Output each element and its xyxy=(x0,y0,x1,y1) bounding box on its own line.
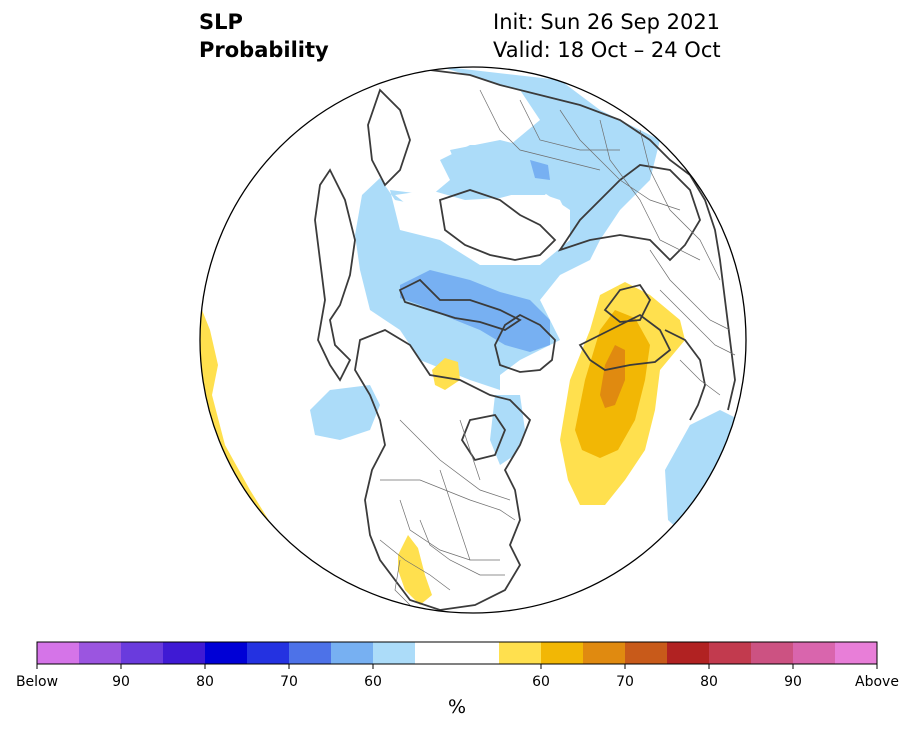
colorbar-cell xyxy=(583,642,626,664)
colorbar-cell xyxy=(499,642,542,664)
colorbar-tick-label: Above xyxy=(855,674,899,690)
colorbar-cell xyxy=(667,642,710,664)
colorbar-cells xyxy=(37,642,878,664)
northeast-pacific-below xyxy=(310,385,380,440)
upper-white-gap xyxy=(395,190,570,240)
coastlines xyxy=(314,69,736,611)
colorbar-cell xyxy=(163,642,206,664)
greenland-sea-below xyxy=(400,270,550,352)
colorbar-cell xyxy=(205,642,248,664)
siberia-coast xyxy=(438,189,557,261)
colorbar-tick-label: 90 xyxy=(112,674,130,690)
colorbar-cell xyxy=(247,642,290,664)
polar-map xyxy=(199,66,747,614)
colorbar-tick-label: 80 xyxy=(700,674,718,690)
colorbar-cell xyxy=(793,642,836,664)
colorbar-tick-label: 60 xyxy=(364,674,382,690)
colorbar-tick-label: 90 xyxy=(784,674,802,690)
colorbar-cell xyxy=(625,642,668,664)
colorbar-ticks xyxy=(36,664,878,669)
colorbar-cell xyxy=(835,642,878,664)
title-line-2: Probability xyxy=(199,38,329,62)
colorbar-cell xyxy=(331,642,374,664)
north-america-coast xyxy=(354,328,532,611)
colorbar-frame xyxy=(36,641,878,665)
europe-coast xyxy=(578,313,672,371)
northern-asia-below xyxy=(450,140,560,195)
alaska-coast xyxy=(314,168,356,382)
date-info: Init: Sun 26 Sep 2021 Valid: 18 Oct – 24… xyxy=(493,8,721,64)
map-title: SLP Probability xyxy=(199,8,329,64)
init-date: Init: Sun 26 Sep 2021 xyxy=(493,10,721,34)
globe-border xyxy=(199,66,747,614)
hudson-bay-coast xyxy=(460,413,507,462)
north-atlantic-peak-above xyxy=(600,345,625,408)
colorbar-cell xyxy=(751,642,794,664)
siberia-core-below xyxy=(530,160,550,180)
east-asia-coast xyxy=(429,69,736,411)
canada-arctic-coast xyxy=(398,278,522,331)
mediterranean-coast xyxy=(664,329,706,421)
baffin-above xyxy=(432,358,460,390)
colorbar-cell xyxy=(709,642,752,664)
colorbar-tick-label: 70 xyxy=(280,674,298,690)
greenland-coast xyxy=(494,313,556,373)
arctic-russia-coast xyxy=(557,164,701,262)
colorbar-cell xyxy=(121,642,164,664)
western-us-above xyxy=(398,535,432,605)
colorbar-units: % xyxy=(447,696,467,718)
scandinavia-coast xyxy=(603,283,652,323)
title-line-1: SLP xyxy=(199,10,243,34)
colorbar-cell xyxy=(289,642,332,664)
colorbar-tick-label: 80 xyxy=(196,674,214,690)
colorbar-tick-label: 60 xyxy=(532,674,550,690)
colorbar-cell xyxy=(457,642,500,664)
valid-range: Valid: 18 Oct – 24 Oct xyxy=(493,38,721,62)
colorbar-cell xyxy=(415,642,458,664)
colorbar-tick-label: 70 xyxy=(616,674,634,690)
colorbar-cell xyxy=(79,642,122,664)
country-borders xyxy=(379,89,736,606)
colorbar-tick-label: Below xyxy=(15,674,59,690)
colorbar-cell xyxy=(541,642,584,664)
colorbar-cell xyxy=(373,642,416,664)
colorbar-cell xyxy=(37,642,80,664)
kamchatka-coast xyxy=(367,88,411,187)
